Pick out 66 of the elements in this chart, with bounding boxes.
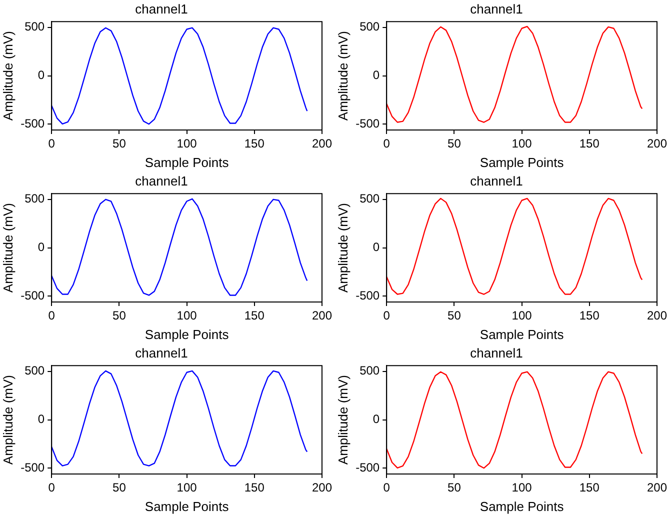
chart-title: channel1 xyxy=(135,345,188,360)
x-axis-title: Sample Points xyxy=(144,154,230,170)
x-tick-label: 50 xyxy=(448,480,462,495)
y-tick-label: -500 xyxy=(356,460,380,475)
x-tick-label: 0 xyxy=(48,136,56,151)
x-tick-label: 200 xyxy=(312,136,332,151)
x-tick-label: 0 xyxy=(48,480,56,495)
x-tick-label: 100 xyxy=(176,480,198,495)
y-tick-label: 0 xyxy=(38,412,45,426)
x-tick-label: 50 xyxy=(112,308,126,323)
x-tick-label: 200 xyxy=(312,308,332,323)
y-axis-title: Amplitude (mV) xyxy=(0,203,16,293)
x-tick-label: 150 xyxy=(579,308,600,323)
y-tick-label: 0 xyxy=(372,68,380,82)
x-tick-label: 150 xyxy=(244,480,265,495)
x-tick-label: 0 xyxy=(383,480,390,495)
x-tick-label: 100 xyxy=(512,480,532,495)
x-tick-label: 150 xyxy=(579,480,600,495)
y-tick-label: -500 xyxy=(356,116,380,131)
y-tick-label: 0 xyxy=(38,240,45,254)
x-tick-label: 0 xyxy=(383,308,390,323)
y-axis-title: Amplitude (mV) xyxy=(0,31,16,121)
x-tick-label: 200 xyxy=(646,480,668,495)
x-tick-label: 100 xyxy=(176,308,198,323)
x-tick-label: 50 xyxy=(448,308,462,323)
x-tick-label: 100 xyxy=(512,308,532,323)
chart-title: channel1 xyxy=(135,1,188,16)
y-axis-title: Amplitude (mV) xyxy=(335,203,350,293)
chart-title: channel1 xyxy=(135,173,188,188)
y-tick-label: 0 xyxy=(372,240,380,254)
y-tick-label: 500 xyxy=(24,192,45,206)
y-tick-label: 500 xyxy=(360,20,380,34)
x-tick-label: 50 xyxy=(448,136,462,151)
x-tick-label: 150 xyxy=(244,308,265,323)
x-tick-label: 150 xyxy=(579,136,600,151)
x-tick-label: 0 xyxy=(383,136,390,151)
y-tick-label: -500 xyxy=(356,288,380,303)
y-axis-title: Amplitude (mV) xyxy=(335,31,350,121)
x-axis-title: Sample Points xyxy=(144,498,230,514)
x-axis-title: Sample Points xyxy=(480,326,564,342)
x-axis-title: Sample Points xyxy=(480,498,564,514)
y-tick-label: 0 xyxy=(372,412,380,426)
y-axis-title: Amplitude (mV) xyxy=(335,375,350,465)
chart-title: channel1 xyxy=(470,345,523,360)
chart-title: channel1 xyxy=(470,173,523,188)
chart-title: channel1 xyxy=(470,1,523,16)
x-tick-label: 100 xyxy=(512,136,532,151)
x-axis-title: Sample Points xyxy=(144,326,230,342)
x-tick-label: 150 xyxy=(244,136,265,151)
y-axis-title: Amplitude (mV) xyxy=(0,375,16,465)
y-tick-label: 500 xyxy=(24,364,45,378)
y-tick-label: 500 xyxy=(24,20,45,34)
x-axis-title: Sample Points xyxy=(480,154,564,170)
y-tick-label: 500 xyxy=(360,192,380,206)
y-tick-label: -500 xyxy=(20,288,45,303)
x-tick-label: 200 xyxy=(646,136,668,151)
x-tick-label: 50 xyxy=(112,480,126,495)
y-tick-label: -500 xyxy=(20,460,45,475)
x-tick-label: 50 xyxy=(112,136,126,151)
y-tick-label: 0 xyxy=(38,68,45,82)
x-tick-label: 0 xyxy=(48,308,56,323)
x-tick-label: 200 xyxy=(312,480,332,495)
x-tick-label: 100 xyxy=(176,136,198,151)
y-tick-label: 500 xyxy=(360,364,380,378)
y-tick-label: -500 xyxy=(20,116,45,131)
x-tick-label: 200 xyxy=(646,308,668,323)
